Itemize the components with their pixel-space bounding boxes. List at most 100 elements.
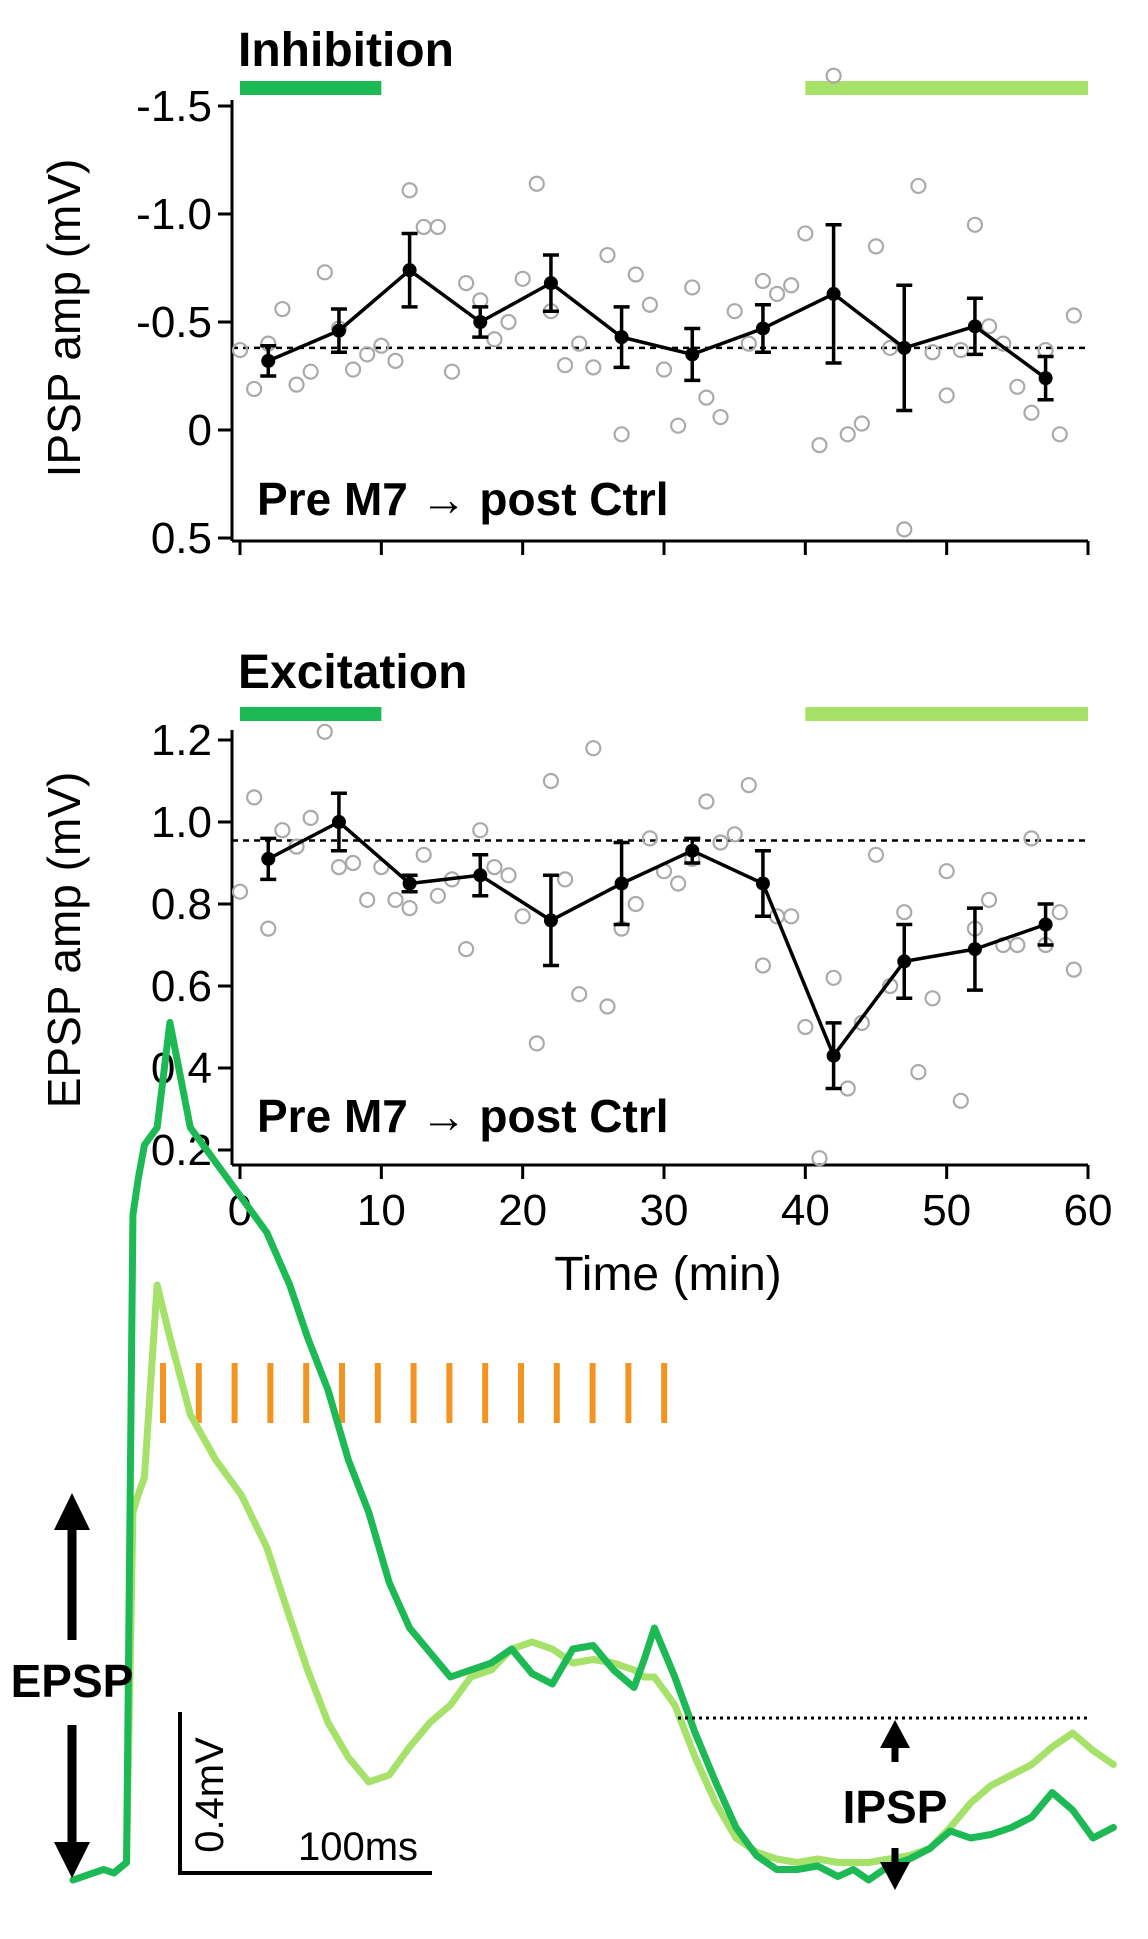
y-tick-label: 0.5 — [151, 514, 212, 563]
scatter-point — [684, 279, 701, 296]
scatter-point — [698, 389, 715, 406]
panel-excitation: Excitation EPSP amp (mV) 0.20.40.60.81.0… — [38, 646, 1112, 1301]
scatter-point — [1023, 830, 1040, 847]
scatter-point — [797, 225, 814, 242]
scatter-point — [811, 1150, 828, 1167]
scatter-point — [896, 521, 913, 538]
y-tick-label: 1.0 — [151, 798, 212, 847]
scatter-point — [825, 969, 842, 986]
scatter-point — [896, 904, 913, 921]
scatter-point — [670, 875, 687, 892]
mean-point — [685, 347, 700, 362]
scatter-point — [359, 891, 376, 909]
scatter-point — [500, 867, 517, 884]
scatter-point — [783, 277, 800, 294]
scatter-point — [938, 387, 955, 404]
y-axis-label: EPSP amp (mV) — [38, 772, 90, 1109]
scatter-point — [797, 1018, 814, 1036]
mean-point — [897, 340, 912, 355]
scatter-point — [302, 363, 319, 380]
scatter-point — [472, 822, 489, 839]
scatter-point — [882, 339, 899, 357]
scatter-point — [938, 863, 955, 880]
scatter-point — [1065, 307, 1082, 324]
ipsp-arrow-up-head — [880, 1720, 910, 1748]
scatter-point — [429, 218, 446, 236]
scatter-point — [1051, 904, 1068, 921]
panel-inhibition: Inhibition IPSP amp (mV) -1.5 -1.0 -0.5 0 0.… — [38, 24, 1090, 563]
scatter-point — [316, 723, 333, 740]
epsp-arrow-up-head — [54, 1493, 90, 1530]
scatter-point — [500, 313, 517, 331]
scatter-point — [246, 380, 263, 398]
scatter-point — [910, 1063, 927, 1081]
mean-point — [473, 868, 488, 883]
mean-point — [685, 843, 700, 858]
mean-point — [331, 815, 346, 829]
x-tick-label: 10 — [357, 1186, 406, 1235]
scatter-point — [712, 834, 729, 851]
scatter-point — [556, 357, 574, 374]
scatter-point — [613, 426, 630, 443]
scatter-point — [373, 337, 390, 354]
y-axis-label: IPSP amp (mV) — [38, 159, 90, 478]
mean-point — [331, 323, 346, 338]
scatter-point — [1009, 936, 1026, 954]
mean-point — [543, 276, 558, 291]
mean-point — [826, 1048, 841, 1063]
scatter-point — [853, 415, 870, 432]
scatter-point — [415, 846, 432, 863]
scatter-point — [316, 264, 333, 281]
ipsp-label: IPSP — [843, 1781, 948, 1833]
annotation-label: Pre M7 → post Ctrl — [257, 473, 669, 525]
scatter-point — [344, 361, 362, 378]
ipsp-arrow-down-head — [880, 1862, 910, 1890]
y-tick-label: -0.5 — [136, 298, 212, 347]
axes — [230, 730, 1090, 1179]
scatter-point — [867, 846, 885, 863]
scatter-point — [627, 895, 644, 913]
scatter-point — [330, 858, 348, 876]
epsp-label: EPSP — [11, 1655, 134, 1707]
x-tick-label: 40 — [781, 1186, 830, 1235]
annotation-label: Pre M7 → post Ctrl — [257, 1090, 669, 1142]
scatter-point — [514, 908, 531, 925]
scatter-point — [514, 270, 531, 287]
scatter-point — [274, 300, 291, 318]
scatter-point — [528, 1035, 545, 1052]
mean-point — [402, 876, 417, 891]
scatter-point — [740, 776, 757, 794]
scatter-point — [458, 275, 475, 292]
scatter-point — [726, 826, 743, 843]
x-tick-label: 50 — [922, 1186, 971, 1235]
scatter-point — [556, 871, 574, 888]
mean-line — [267, 820, 1047, 1058]
scatter-point — [627, 266, 644, 283]
scatter-points — [231, 67, 1082, 538]
panel-title-excitation: Excitation — [238, 646, 467, 699]
scatter-point — [1051, 426, 1068, 443]
scatter-point — [359, 346, 376, 363]
scatter-point — [274, 822, 291, 839]
scatter-point — [585, 359, 602, 376]
scatter-point — [387, 891, 404, 909]
scatter-point — [246, 789, 263, 806]
x-ticks: 0 10 20 30 40 50 60 — [228, 1186, 1113, 1235]
y-tick-label: 1.2 — [151, 716, 212, 765]
x-tick-label: 20 — [498, 1186, 547, 1235]
y-tick-label: -1.5 — [136, 82, 212, 131]
scatter-point — [528, 175, 545, 192]
mean-point — [614, 876, 629, 891]
y-ticks: -1.5 -1.0 -0.5 0 0.5 — [136, 82, 232, 563]
y-tick-label: 0.8 — [151, 880, 212, 929]
scatter-point — [980, 891, 998, 909]
y-ticks: 0.20.40.60.81.01.2 — [151, 716, 232, 1175]
scatter-point — [839, 1080, 856, 1097]
scatter-point — [641, 830, 658, 847]
mean-point — [826, 286, 841, 301]
scatter-point — [839, 426, 856, 443]
mean-point — [402, 263, 417, 278]
mean-point — [614, 330, 629, 345]
scatter-point — [486, 858, 503, 876]
